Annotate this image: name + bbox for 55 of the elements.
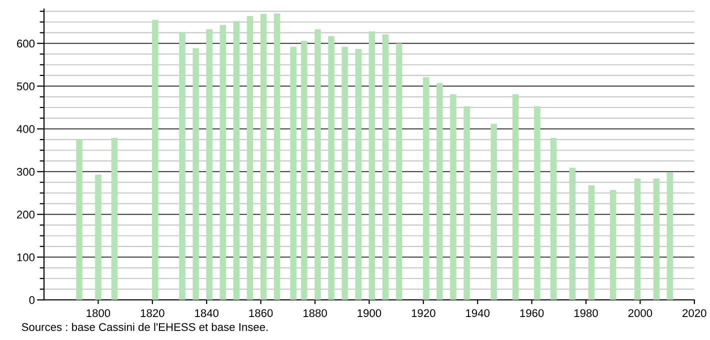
bar bbox=[610, 190, 616, 300]
x-tick-label: 1920 bbox=[412, 309, 436, 318]
x-tick-label: 1880 bbox=[303, 309, 327, 318]
bar bbox=[220, 25, 226, 300]
bar bbox=[653, 178, 660, 300]
bar bbox=[422, 77, 430, 300]
bar bbox=[550, 138, 557, 300]
bar bbox=[314, 29, 321, 300]
bar bbox=[76, 139, 82, 300]
bar bbox=[179, 32, 186, 300]
bar bbox=[464, 106, 470, 300]
bar bbox=[192, 48, 199, 300]
bar bbox=[436, 83, 443, 300]
bar bbox=[274, 13, 280, 300]
x-tick-label: 1800 bbox=[86, 309, 110, 318]
bar bbox=[634, 178, 641, 300]
bar bbox=[588, 185, 595, 300]
bar bbox=[450, 94, 456, 300]
bar bbox=[260, 14, 267, 300]
bar bbox=[666, 172, 674, 300]
bar bbox=[246, 16, 254, 300]
source-note: Sources : base Cassini de l'EHESS et base Insee. bbox=[22, 322, 268, 332]
y-tick-label: 100 bbox=[17, 253, 35, 262]
x-tick-label: 1940 bbox=[466, 309, 490, 318]
bar bbox=[512, 94, 519, 300]
x-tick-label: 2020 bbox=[682, 309, 706, 318]
bar bbox=[111, 138, 118, 300]
y-tick-label: 200 bbox=[17, 210, 35, 219]
y-tick-label: 400 bbox=[16, 125, 35, 134]
bar bbox=[95, 174, 102, 300]
bar bbox=[342, 46, 348, 300]
bar bbox=[396, 43, 402, 300]
x-tick-label: 1840 bbox=[195, 309, 219, 318]
bar bbox=[152, 20, 158, 300]
y-tick-label: 600 bbox=[17, 40, 35, 48]
bar bbox=[490, 124, 497, 300]
bar bbox=[368, 31, 376, 300]
x-tick-label: 1900 bbox=[358, 309, 382, 318]
bar bbox=[355, 48, 362, 300]
bar bbox=[233, 21, 240, 300]
bar bbox=[328, 36, 334, 300]
x-tick-label: 1860 bbox=[249, 309, 273, 318]
y-tick-label: 500 bbox=[16, 82, 35, 90]
bar bbox=[301, 40, 308, 300]
x-tick-label: 1960 bbox=[520, 309, 544, 318]
bar bbox=[534, 106, 540, 300]
x-tick-label: 1980 bbox=[574, 309, 598, 318]
y-tick-label: 300 bbox=[16, 168, 35, 176]
bar bbox=[382, 34, 389, 300]
y-tick-label: 0 bbox=[29, 296, 35, 304]
x-tick-label: 1820 bbox=[140, 309, 164, 318]
bar bbox=[569, 168, 576, 300]
bar bbox=[206, 29, 212, 300]
bar bbox=[290, 46, 296, 300]
x-tick-label: 2000 bbox=[628, 309, 652, 318]
